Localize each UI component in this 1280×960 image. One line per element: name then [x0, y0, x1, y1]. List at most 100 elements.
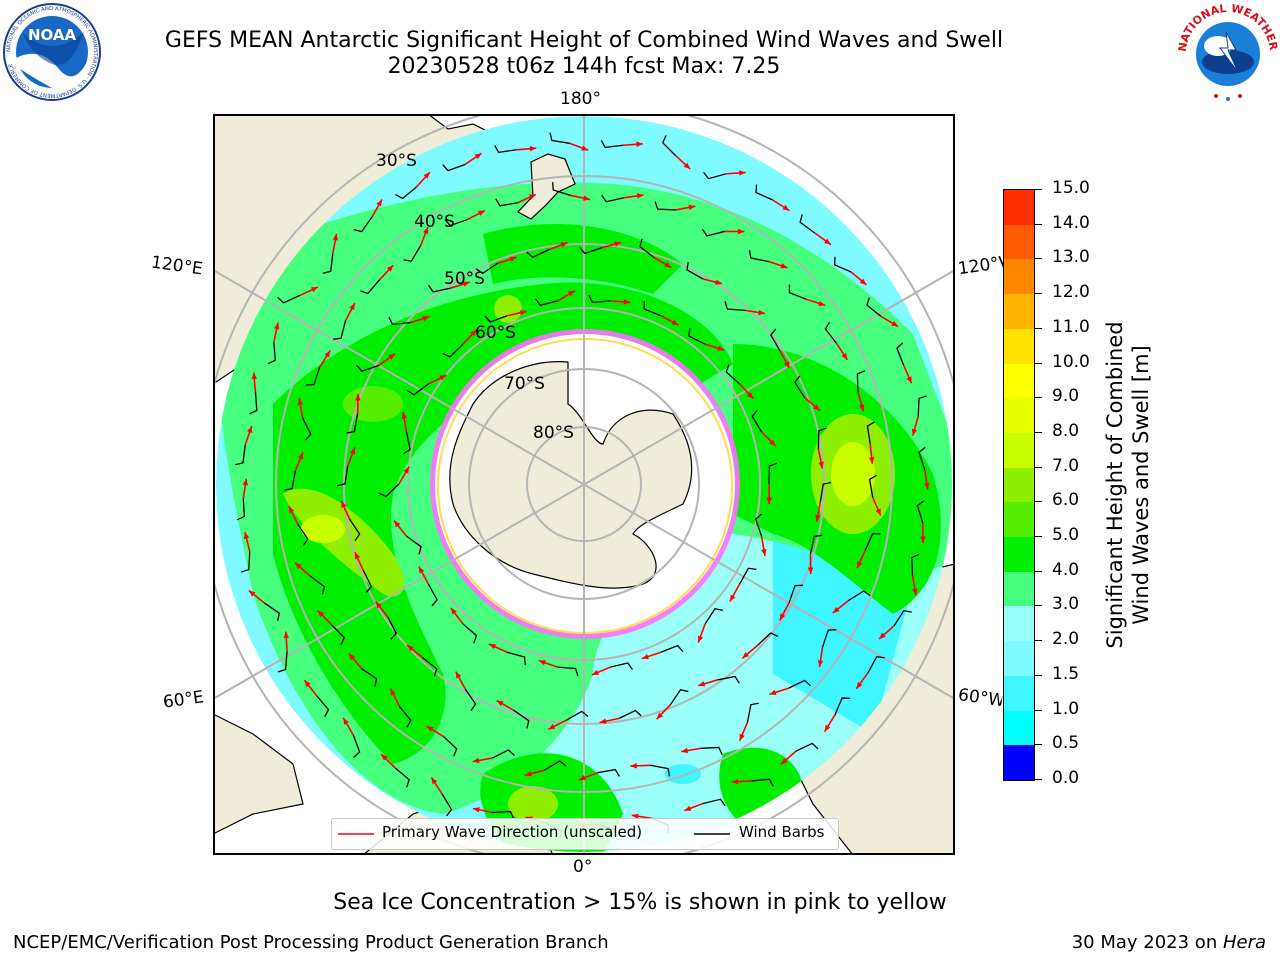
- wind-barb: [495, 198, 518, 207]
- colorbar-tick-mark: [1034, 605, 1042, 607]
- colorbar-tick-mark: [1034, 674, 1042, 676]
- wind-barb: [579, 246, 603, 255]
- wave-arrow-head: [394, 520, 401, 528]
- colorbar-tick-label: 3.0: [1052, 594, 1080, 615]
- wind-barb: [918, 446, 926, 470]
- wave-arrow-head: [859, 278, 867, 285]
- wave-arrow-head: [636, 193, 644, 199]
- wave-arrow-head: [824, 724, 831, 732]
- wind-barb: [356, 364, 380, 373]
- wind-barb: [754, 513, 763, 537]
- wind-barb: [441, 793, 453, 817]
- wind-barb: [428, 284, 451, 293]
- map-legend: Primary Wave Direction (unscaled) Wind B…: [331, 818, 839, 850]
- wave-arrow-head: [423, 227, 429, 235]
- colorbar-tick-label: 1.5: [1052, 663, 1080, 684]
- lon-label-60w: 60°W: [956, 685, 1004, 711]
- wind-barb: [552, 182, 571, 196]
- wind-barb: [444, 219, 468, 227]
- colorbar-segment: [1004, 571, 1034, 607]
- wind-barb: [799, 214, 816, 234]
- wind-barb: [236, 498, 246, 521]
- wind-barb: [704, 608, 723, 625]
- colorbar-tick-label: 7.0: [1052, 455, 1080, 476]
- wind-barb: [755, 184, 773, 201]
- wave-arrow-head: [407, 645, 414, 652]
- wave-arrow-head: [423, 172, 430, 179]
- wave-arrow-head: [818, 300, 826, 307]
- wave-arrow-head: [567, 290, 575, 297]
- wind-barb: [724, 301, 746, 312]
- wave-arrow-head: [742, 651, 749, 659]
- wind-barb: [362, 570, 373, 593]
- wind-barb: [911, 553, 920, 576]
- wind-barb: [322, 253, 334, 274]
- wave-arrow-head: [439, 375, 447, 381]
- wind-barb: [833, 256, 852, 273]
- colorbar-segment: [1004, 710, 1034, 746]
- wave-arrow-head: [697, 635, 704, 643]
- wave-arrow-head: [354, 552, 361, 560]
- wind-barb: [406, 535, 422, 555]
- colorbar-tick-label: 12.0: [1052, 282, 1090, 303]
- colorbar-label: Significant Height of Combined Wind Wave…: [1103, 321, 1153, 649]
- wave-arrow-head: [472, 807, 480, 813]
- wind-barb: [284, 470, 296, 491]
- colorbar-segment: [1004, 363, 1034, 399]
- colorbar-segment: [1004, 536, 1034, 572]
- wind-barb: [819, 481, 832, 503]
- wind-barb: [422, 657, 438, 677]
- wave-arrow-head: [581, 145, 589, 151]
- noaa-logo-text: NOAA: [28, 26, 77, 44]
- colorbar-segment: [1004, 640, 1034, 676]
- wave-arrow-head: [824, 238, 831, 245]
- colorbar-tick-label: 4.0: [1052, 559, 1080, 580]
- colorbar-tick-mark: [1034, 327, 1042, 329]
- colorbar-segment: [1004, 432, 1034, 468]
- wind-barb: [725, 364, 741, 385]
- wave-arrow-head: [349, 447, 356, 455]
- wave-arrow-head: [783, 361, 790, 369]
- wind-barb: [600, 140, 624, 149]
- wave-arrow-head: [248, 590, 256, 597]
- wave-arrow-head: [841, 353, 848, 360]
- wave-arrow-head: [758, 309, 766, 316]
- wave-arrow-head: [297, 452, 304, 460]
- wave-arrow-head: [688, 204, 696, 211]
- wind-barb: [788, 584, 804, 603]
- wind-barb: [643, 300, 662, 317]
- lon-label-180: 180°: [560, 89, 601, 109]
- colorbar-tick-mark: [1034, 362, 1042, 364]
- colorbar-tick-label: 13.0: [1052, 247, 1090, 268]
- colorbar-segment: [1004, 397, 1034, 433]
- wave-arrow-head: [859, 404, 865, 412]
- wind-barb: [305, 367, 321, 386]
- wind-barb: [406, 383, 429, 396]
- colorbar-tick-label: 5.0: [1052, 525, 1080, 546]
- wave-arrow-head: [529, 145, 537, 152]
- lat-label-80s: 80°S: [533, 423, 574, 443]
- wind-barb: [864, 532, 881, 551]
- wave-arrow-head: [636, 141, 643, 147]
- wave-arrow-head: [381, 754, 388, 761]
- wave-arrow-head: [519, 310, 527, 316]
- lat-label-60s: 60°S: [475, 323, 516, 343]
- wave-arrow-head: [283, 631, 289, 639]
- colorbar-segment: [1004, 605, 1034, 642]
- colorbar-segment: [1004, 328, 1034, 364]
- wind-barb: [788, 284, 807, 300]
- wind-barb: [896, 342, 905, 366]
- wave-arrow-head: [739, 170, 746, 176]
- wind-barb: [717, 675, 740, 684]
- wave-arrow-head: [780, 263, 788, 269]
- wave-arrow-head: [815, 514, 821, 522]
- wave-arrow-head: [450, 607, 457, 615]
- wave-arrow-head: [715, 279, 723, 285]
- wind-barb: [240, 551, 251, 573]
- wind-barb: [834, 697, 851, 715]
- wind-barb: [824, 321, 837, 344]
- wave-arrow-head: [614, 241, 622, 247]
- wave-arrow-head: [386, 265, 394, 272]
- wind-barb: [770, 328, 781, 351]
- wave-arrow-head: [496, 700, 504, 707]
